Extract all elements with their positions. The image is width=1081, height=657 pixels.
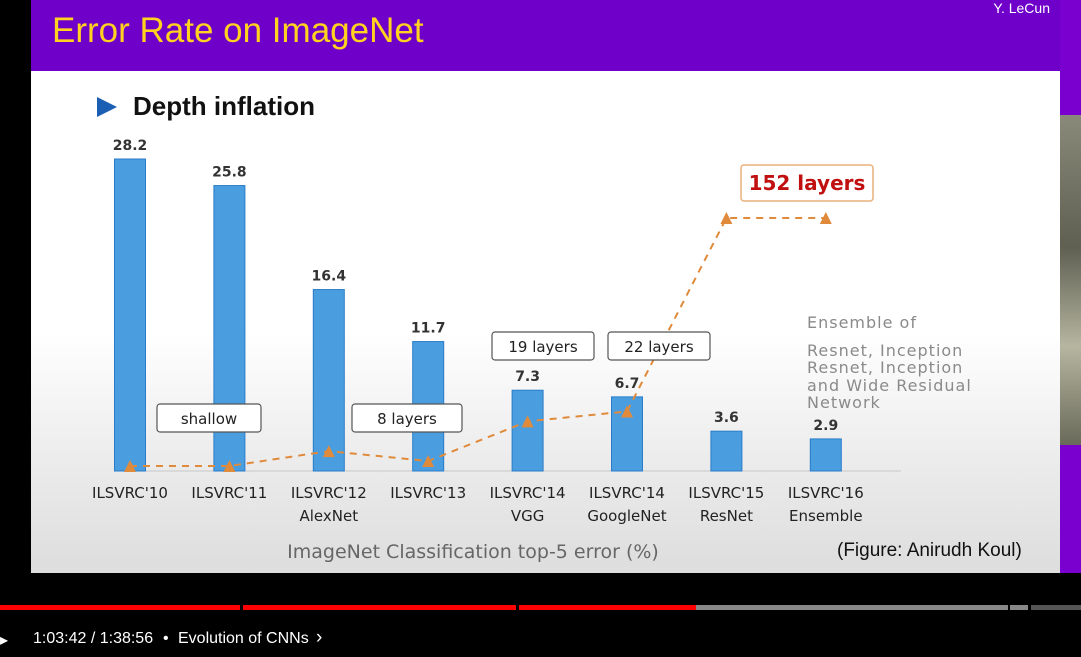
category-label: VGG [511,507,545,525]
bar [511,389,544,472]
depth-label: 8 layers [377,410,437,428]
ensemble-note-line: Network [807,393,881,412]
video-progress-bar[interactable] [0,605,1081,610]
depth-marker [422,455,435,468]
progress-segment[interactable] [696,605,1008,610]
depth-trend-line [130,217,826,467]
depth-label: 22 layers [624,338,693,356]
bar-value-label: 6.7 [615,376,640,392]
depth-label-box [607,331,711,361]
category-label: ILSVRC'10 [92,484,168,502]
chevron-right-icon[interactable]: › [316,627,323,648]
slide-title: Error Rate on ImageNet [52,11,424,50]
category-label: ILSVRC'13 [390,484,466,502]
category-label: ILSVRC'14 [490,484,566,502]
progress-segment[interactable] [519,605,715,610]
ensemble-note-line: Resnet, Inception [807,358,963,377]
time-display: 1:03:42 / 1:38:56 [33,630,154,647]
ensemble-note-line: and Wide Residual [807,376,972,395]
category-label: GoogleNet [587,507,666,525]
bar-value-label: 7.3 [515,369,540,385]
x-axis-label: ImageNet Classification top-5 error (%) [287,541,659,563]
bar-value-label: 11.7 [411,321,446,337]
ensemble-note-line: Resnet, Inception [807,341,963,360]
depth-label-box [351,403,463,433]
player-controls: ▸ 1:03:42 / 1:38:56 • Evolution of CNNs … [0,622,1081,657]
bullet-text: Depth inflation [133,91,315,121]
category-label: ILSVRC'15 [688,484,764,502]
progress-segment[interactable] [0,605,240,610]
chapter-title[interactable]: Evolution of CNNs [178,630,309,647]
play-icon[interactable]: ▸ [0,632,9,649]
category-label: ILSVRC'14 [589,484,665,502]
depth-label-box [156,403,262,433]
progress-segment[interactable] [1031,605,1081,610]
depth-label: shallow [181,410,237,428]
video-background-edge [1060,115,1081,445]
depth-marker [322,445,335,458]
bar [312,289,345,472]
depth-label-box [491,331,595,361]
right-edge-strip [1060,0,1081,573]
figure-caption: (Figure: Anirudh Koul) [837,540,1022,561]
separator-dot: • [163,630,169,647]
bullet-triangle-icon [97,97,117,117]
bar-value-label: 25.8 [212,165,247,181]
depth-label: 152 layers [749,171,866,195]
category-label: ResNet [700,507,753,525]
title-bar: Error Rate on ImageNet Y. LeCun [31,0,1060,71]
bar [809,438,842,472]
category-label: ILSVRC'11 [191,484,267,502]
depth-label-box [740,164,874,202]
category-label: Ensemble [789,507,863,525]
category-label: ILSVRC'16 [788,484,864,502]
slide: Error Rate on ImageNet Y. LeCun Depth in… [31,0,1060,573]
bar-value-label: 28.2 [113,138,148,154]
bar [710,430,743,472]
depth-marker [124,460,136,472]
error-rate-chart: 28.2 ILSVRC'10 25.8 ILSVRC'11 16.4 ILSVRC'12 A… [92,138,972,563]
depth-marker [521,415,534,428]
depth-marker [621,405,633,418]
category-label: ILSVRC'12 [291,484,367,502]
category-label: AlexNet [299,507,358,525]
depth-label: 19 layers [508,338,577,356]
depth-marker [819,212,832,224]
bar-value-label: 16.4 [312,269,347,285]
ensemble-note-line: Ensemble of [807,313,917,332]
depth-marker [720,212,733,224]
progress-segment[interactable] [243,605,516,610]
bar-value-label: 3.6 [714,410,739,426]
bar-value-label: 2.9 [813,418,838,434]
depth-marker [223,460,236,472]
progress-segment[interactable] [1010,605,1028,610]
bar [114,158,146,472]
author-label: Y. LeCun [993,0,1050,16]
